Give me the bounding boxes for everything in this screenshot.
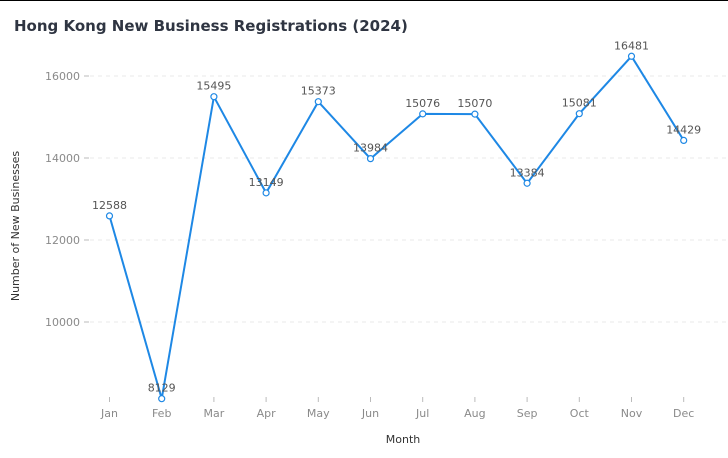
data-label: 8129 xyxy=(148,382,176,395)
series-line xyxy=(108,54,685,399)
data-point xyxy=(262,189,270,197)
data-label: 15373 xyxy=(301,85,336,98)
data-point xyxy=(105,212,114,220)
x-tick-label: Mar xyxy=(204,407,225,420)
data-point xyxy=(680,136,688,145)
x-tick-label: Apr xyxy=(257,407,277,420)
data-label: 14429 xyxy=(666,123,701,136)
data-point xyxy=(471,110,479,118)
data-point xyxy=(314,98,322,106)
data-point xyxy=(366,155,375,163)
y-tick-label: 16000 xyxy=(45,70,80,83)
data-point xyxy=(627,52,636,60)
data-label: 15495 xyxy=(196,80,231,93)
data-label: 13384 xyxy=(510,166,545,179)
data-label: 12588 xyxy=(92,199,127,212)
y-axis-ticks: 10000 12000 14000 16000 xyxy=(45,70,89,329)
data-label: 15070 xyxy=(457,97,492,110)
data-label: 13149 xyxy=(249,176,284,189)
x-tick-label: Nov xyxy=(621,407,643,420)
data-label: 13984 xyxy=(353,142,388,155)
x-axis-label: Month xyxy=(386,433,421,446)
data-labels: 12588 8129 15495 13149 15373 13984 15076 15070 1… xyxy=(92,39,701,394)
gridlines xyxy=(90,75,728,323)
y-axis-label: Number of New Businesses xyxy=(9,151,22,302)
data-point xyxy=(575,110,583,118)
data-point xyxy=(158,395,166,403)
top-border xyxy=(0,0,728,1)
x-axis-ticks: Jan Feb Mar Apr May Jun Jul Aug Sep Oct Nov Dec xyxy=(100,397,694,420)
x-tick-label: Jul xyxy=(415,407,429,420)
x-tick-label: Oct xyxy=(570,407,590,420)
chart-title: Hong Kong New Business Registrations (20… xyxy=(14,17,408,35)
x-tick-label: Feb xyxy=(152,407,171,420)
data-point xyxy=(419,110,427,118)
x-tick-label: Dec xyxy=(673,407,694,420)
data-label: 16481 xyxy=(614,39,649,52)
x-tick-label: Jun xyxy=(361,407,379,420)
data-points xyxy=(105,52,688,403)
x-tick-label: Jan xyxy=(100,407,118,420)
data-label: 15081 xyxy=(562,97,597,110)
data-point xyxy=(523,179,531,187)
x-tick-label: Sep xyxy=(517,407,538,420)
x-tick-label: May xyxy=(307,407,330,420)
data-label: 15076 xyxy=(405,97,440,110)
x-tick-label: Aug xyxy=(464,407,485,420)
y-tick-label: 10000 xyxy=(45,316,80,329)
y-tick-label: 14000 xyxy=(45,152,80,165)
data-point xyxy=(210,93,218,101)
y-tick-label: 12000 xyxy=(45,234,80,247)
